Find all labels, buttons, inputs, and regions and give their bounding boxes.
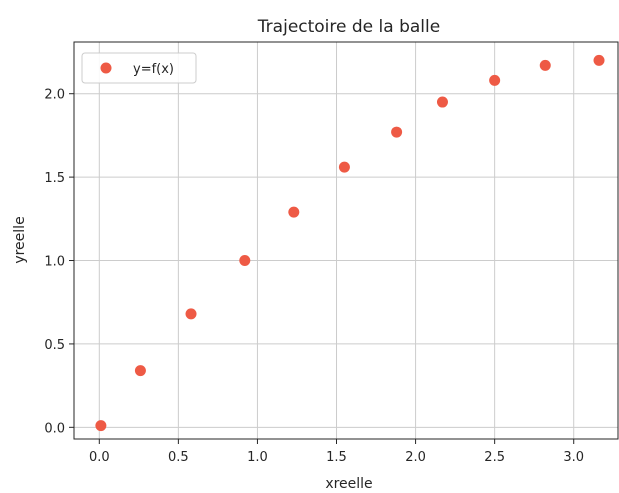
plot-area-frame: [73, 41, 619, 440]
y-tick-label: 1.0: [44, 255, 65, 270]
x-tick-label: 1.0: [247, 450, 268, 465]
data-point: [539, 59, 551, 71]
y-tick-label: 0.5: [44, 338, 65, 353]
legend-box: [81, 52, 197, 84]
data-point: [593, 54, 605, 66]
legend: y=f(x): [81, 52, 197, 84]
y-tick-label: 1.5: [44, 171, 65, 186]
x-tick-label: 0.0: [89, 450, 110, 465]
x-axis-label: xreelle: [325, 476, 372, 492]
y-tick-label: 2.0: [44, 88, 65, 103]
y-tick-label: 0.0: [44, 421, 65, 436]
data-point: [391, 126, 403, 138]
x-tick-label: 3.0: [563, 450, 584, 465]
y-axis-label: yreelle: [12, 216, 28, 263]
x-tick-label: 1.5: [326, 450, 347, 465]
data-point: [134, 365, 146, 377]
data-point: [239, 255, 251, 267]
x-tick-label: 2.5: [484, 450, 505, 465]
data-point: [185, 308, 197, 320]
legend-label: y=f(x): [133, 62, 174, 77]
x-axis-ticks: 0.0 0.5 1.0 1.5 2.0 2.5 3.0: [89, 439, 584, 465]
data-point: [338, 161, 350, 173]
data-points: [95, 54, 605, 432]
data-point: [489, 74, 501, 86]
grid-lines: [74, 42, 618, 439]
y-axis-ticks: 0.0 0.5 1.0 1.5 2.0: [44, 88, 74, 436]
data-point: [436, 96, 448, 108]
legend-marker: [100, 62, 112, 74]
chart-title: Trajectoire de la balle: [257, 17, 440, 37]
x-tick-label: 2.0: [405, 450, 426, 465]
x-tick-label: 0.5: [168, 450, 189, 465]
data-point: [288, 206, 300, 218]
data-point: [95, 420, 107, 432]
